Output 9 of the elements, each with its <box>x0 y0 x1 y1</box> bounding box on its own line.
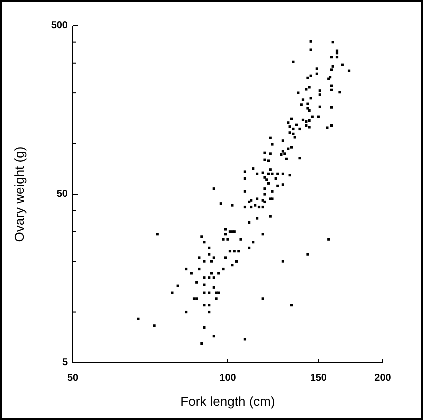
x-axis-title: Fork length (cm) <box>180 394 276 409</box>
y-tick-label: 500 <box>51 20 68 32</box>
x-tick-label: 200 <box>374 373 392 384</box>
x-tick-label: 100 <box>220 373 237 384</box>
y-tick-label: 5 <box>62 358 68 369</box>
x-tick-label: 50 <box>67 373 79 384</box>
x-tick-label: 150 <box>310 373 328 384</box>
y-axis-title: Ovary weight (g) <box>12 146 27 242</box>
y-tick-label: 50 <box>56 189 68 200</box>
